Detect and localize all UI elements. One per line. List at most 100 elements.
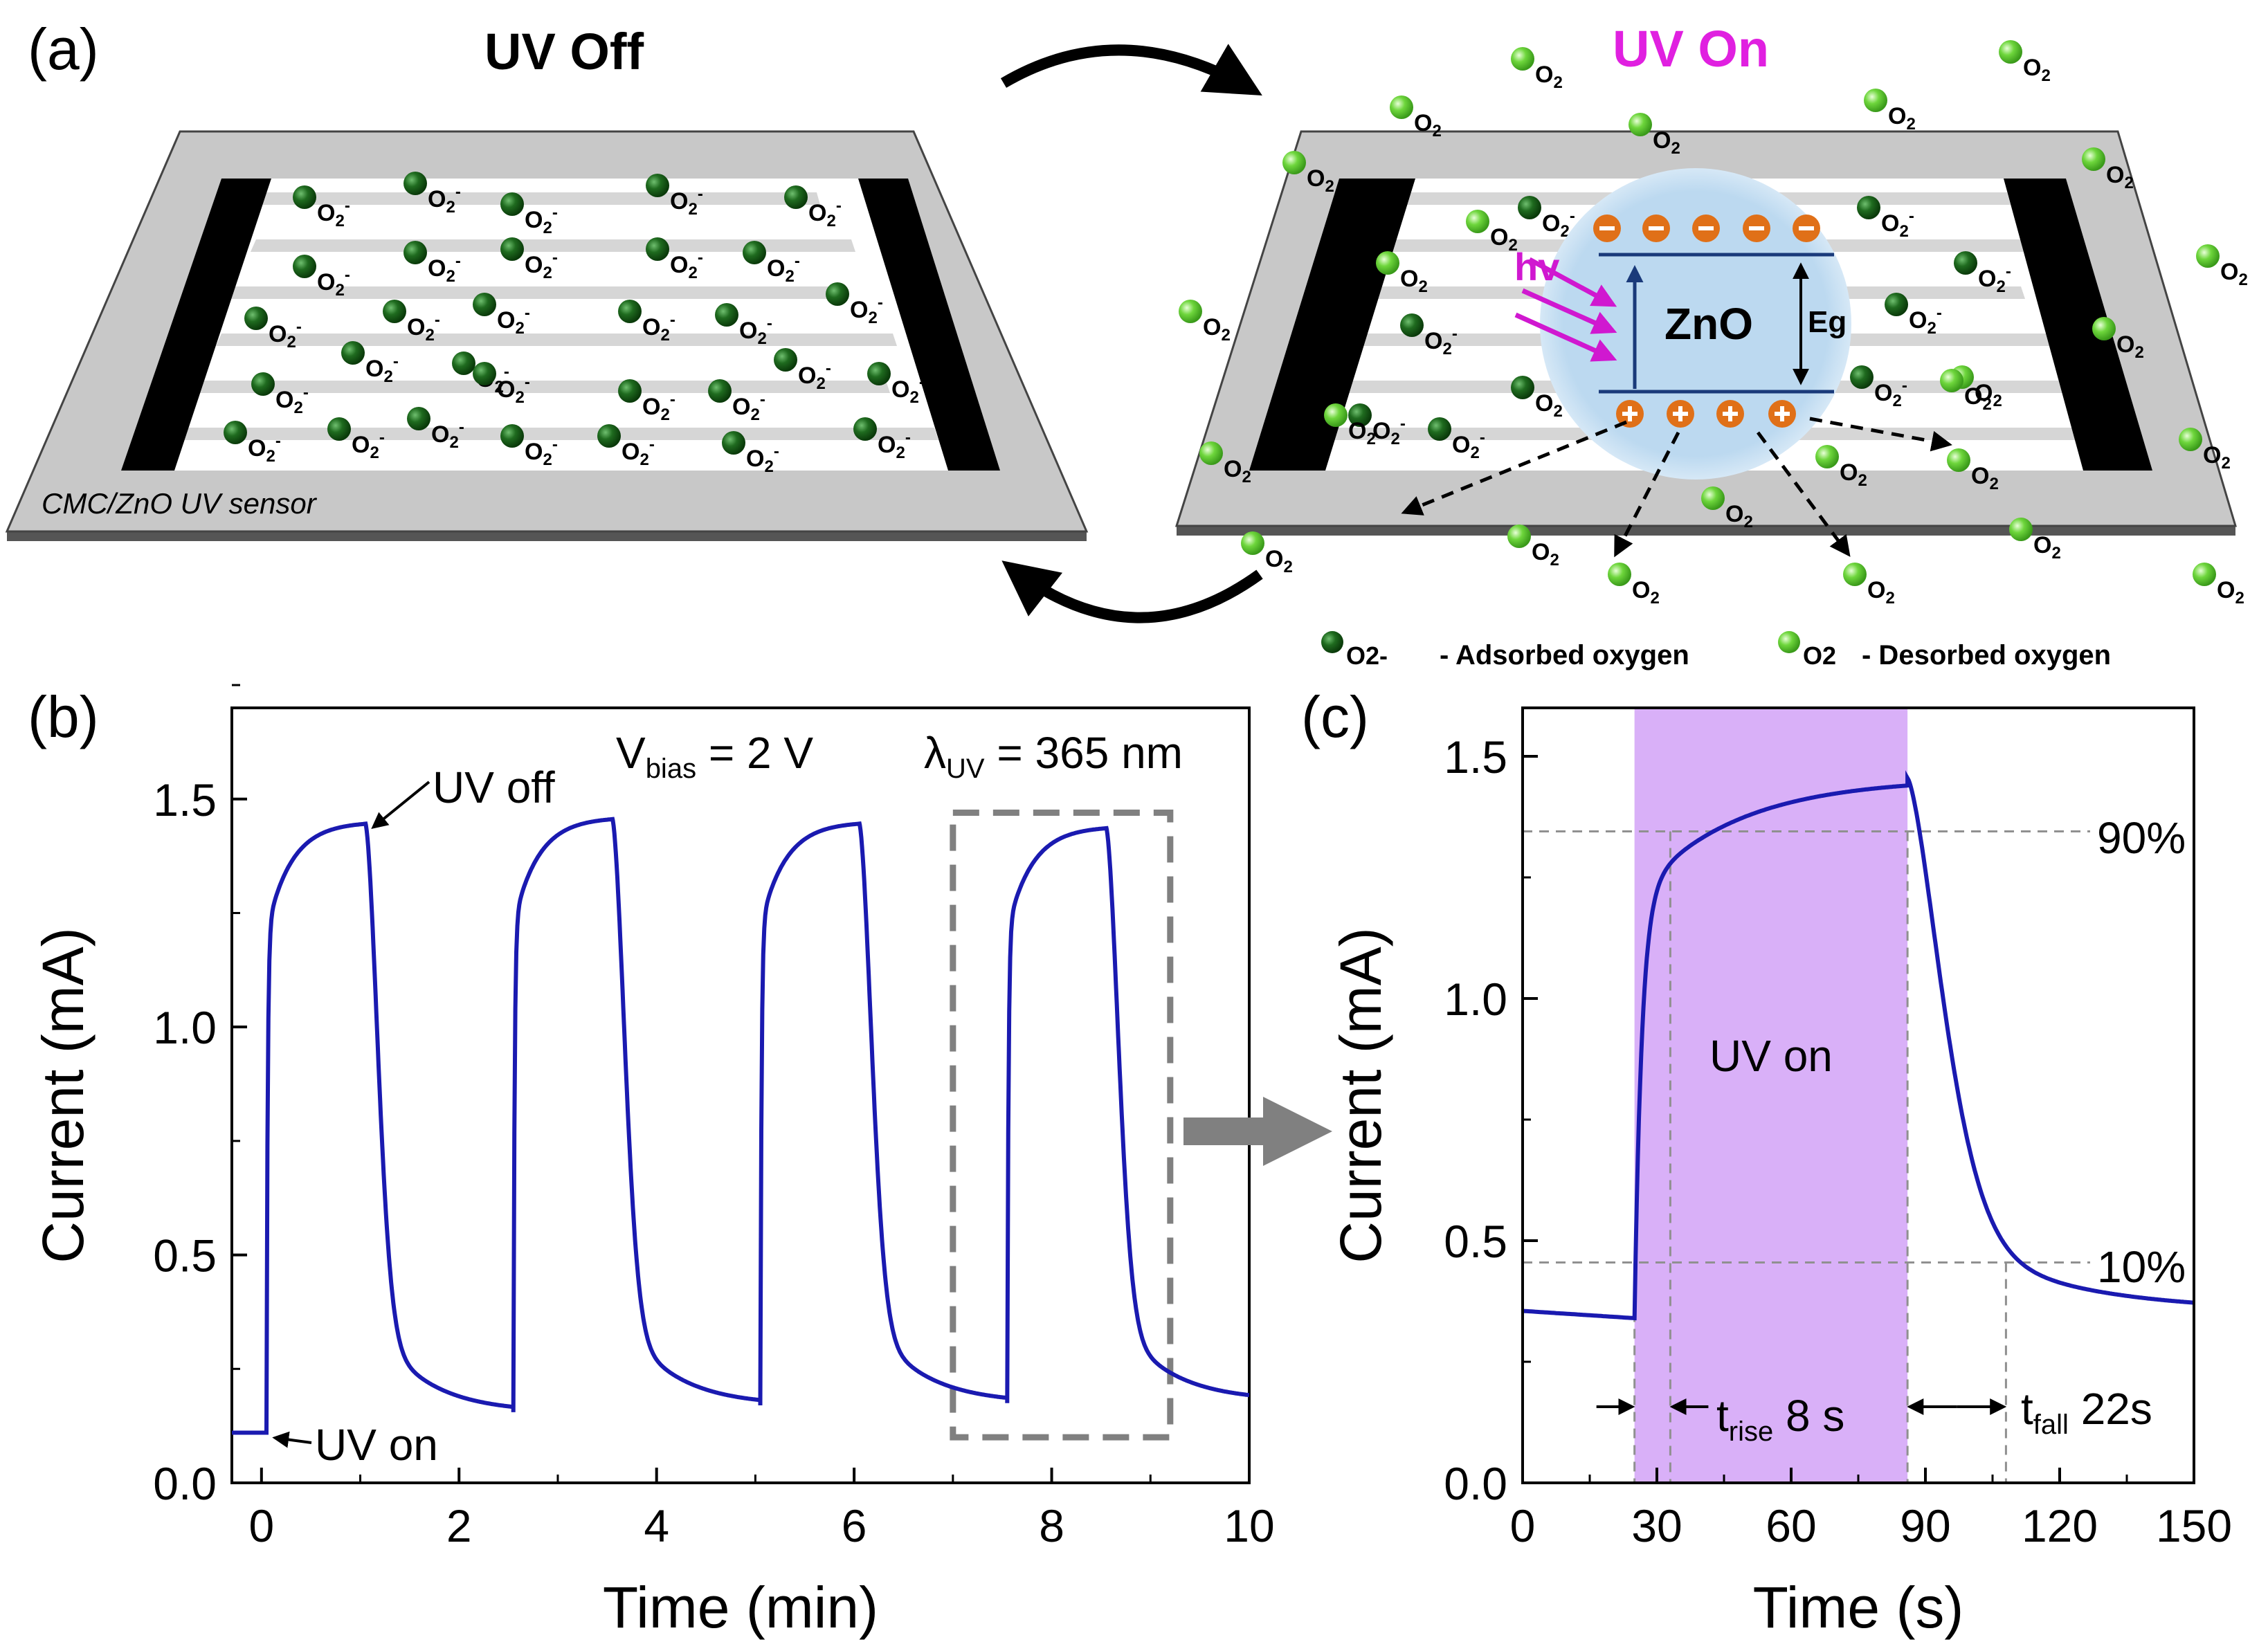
oxygen-label: O2-	[248, 432, 281, 466]
adsorbed-oxygen: O2-	[1428, 417, 1485, 462]
desorbed-oxygen: O2	[1199, 441, 1251, 486]
oxygen-label: O2	[1400, 266, 1428, 296]
adsorbed-oxygen-dot	[867, 362, 891, 385]
adsorbed-oxygen-dot	[743, 241, 766, 264]
level-10-label: 10%	[2097, 1242, 2186, 1292]
adsorbed-oxygen: O2-	[1885, 293, 1942, 338]
uv-off-arrow-icon	[371, 781, 430, 830]
current-series-b	[232, 817, 1250, 1435]
adsorbed-oxygen: O2-	[500, 192, 558, 237]
adsorbed-oxygen: O2-	[1348, 403, 1406, 448]
adsorbed-oxygen: O2-	[473, 293, 530, 338]
x-tick-label: 2	[446, 1500, 472, 1551]
adsorbed-oxygen-dot	[646, 174, 669, 197]
uv-on-shade	[1634, 708, 1908, 1483]
adsorbed-oxygen: O2-	[867, 362, 925, 407]
adsorbed-oxygen-dot	[341, 341, 365, 365]
desorbed-oxygen-dot	[1507, 525, 1531, 548]
zno-bubble	[1540, 168, 1851, 480]
plus-sign-v	[1780, 406, 1784, 421]
minus-sign	[1749, 226, 1764, 230]
y-tick-label: 1.5	[153, 774, 217, 826]
current-series-c	[1522, 770, 2195, 1321]
oxygen-label: O2	[1535, 62, 1563, 92]
desorbed-oxygen: O2	[2196, 244, 2248, 289]
oxygen-label: O2-	[642, 390, 675, 424]
desorbed-legend-dot	[1778, 631, 1800, 653]
desorbed-oxygen-dot	[2082, 147, 2105, 171]
oxygen-label: O2	[2203, 442, 2231, 473]
oxygen-label: O2-	[670, 248, 703, 282]
oxygen-label: O2-	[746, 442, 779, 476]
oxygen-label: O2-	[1978, 262, 2011, 296]
adsorbed-oxygen: O2-	[722, 431, 779, 476]
oxygen-label: O2-	[525, 248, 558, 282]
adsorbed-oxygen: O2-	[327, 417, 385, 462]
plot-b-ticks	[232, 684, 1251, 1484]
hole	[1667, 400, 1694, 428]
adsorbed-oxygen: O2-	[293, 255, 350, 300]
oxygen-label: O2	[1964, 383, 1992, 414]
electrode-left	[1249, 179, 1415, 471]
minus-sign	[1649, 226, 1664, 230]
adsorbed-oxygen: O2-	[646, 174, 703, 219]
panel-a: (a) UV Off UV On CMC/ZnO UV sensor O2- O2…	[5, 17, 2248, 671]
adsorbed-oxygen: O2-	[341, 341, 399, 386]
adsorbed-oxygen: O2-	[715, 303, 772, 348]
minus-sign	[1698, 226, 1714, 230]
oxygen-label: O2	[1888, 103, 1916, 134]
electron-group	[1593, 215, 1820, 242]
y-tick-label: 1.0	[1444, 974, 1507, 1025]
desorbed-oxygen: O2	[1376, 251, 1428, 296]
oxygen-label: O2-	[878, 428, 911, 462]
desorbed-oxygen-dot	[2179, 428, 2202, 451]
oxygen-label: O2	[1307, 165, 1334, 196]
adsorbed-oxygen-dot	[774, 348, 797, 372]
electrode-right	[858, 179, 1000, 471]
oxygen-label: O2	[1975, 380, 2002, 410]
oxygen-label: O2-	[1372, 414, 1406, 448]
plot-c-ylabel: Current (mA)	[1328, 927, 1393, 1263]
oxygen-label: O2	[1532, 539, 1559, 569]
adsorbed-oxygen: O2-	[646, 237, 703, 282]
sensor-edge	[1177, 526, 2235, 536]
zoom-arrow-icon	[1183, 1097, 1332, 1166]
adsorbed-legend-dot	[1321, 631, 1343, 653]
desorbed-oxygen-dot	[1608, 563, 1631, 586]
adsorbed-oxygen: O2-	[383, 300, 440, 345]
adsorbed-oxygen-dot	[327, 417, 351, 441]
oxygen-label: O2-	[622, 435, 655, 469]
panel-b-label: (b)	[28, 684, 99, 749]
oxygen-label: O2-	[1424, 325, 1458, 358]
hole	[1616, 400, 1644, 428]
desorbed-oxygen: O2	[1507, 525, 1559, 569]
oxygen-label: O2-	[317, 197, 350, 230]
panel-c-label: (c)	[1301, 684, 1369, 749]
desorbed-oxygen: O2	[1511, 47, 1563, 92]
oxygen-label: O2	[2220, 259, 2248, 289]
desorbed-oxygen-dot	[1843, 563, 1867, 586]
desorbed-oxygen: O2	[1179, 300, 1231, 345]
oxygen-label: O2-	[850, 293, 883, 327]
adsorbed-oxygen: O2-	[403, 241, 461, 286]
adsorbed-legend-text: - Adsorbed oxygen	[1440, 640, 1689, 671]
desorbed-oxygen: O2	[1864, 89, 1916, 134]
oxygen-label: O2-	[1874, 376, 1907, 410]
oxygen-label: O2-	[365, 352, 399, 386]
hole	[1716, 400, 1744, 428]
panel-c: (c) 0 30 60 90 120 150 0.0 0.5 1.0 1.5 Time (s) C…	[1301, 684, 2232, 1640]
desorbed-oxygen: O2	[1999, 40, 2051, 85]
plot-b-tick-labels: 0 2 4 6 8 10 0.0 0.5 1.0 1.5	[153, 774, 1274, 1551]
oxygen-label: O2-	[497, 304, 530, 338]
desorbed-oxygen-dot	[2196, 244, 2220, 268]
oxygen-label: O2-	[269, 318, 302, 352]
adsorbed-oxygen-dot	[597, 424, 621, 448]
adsorbed-oxygen-dot	[383, 300, 406, 323]
desorbed-oxygen: O2	[1843, 563, 1895, 608]
adsorbed-oxygen-dot	[646, 237, 669, 261]
oxygen-label: O2-	[1452, 428, 1485, 462]
x-tick-label: 8	[1039, 1500, 1064, 1551]
oxygen-label: O2-	[525, 435, 558, 469]
x-tick-label: 120	[2022, 1500, 2098, 1551]
